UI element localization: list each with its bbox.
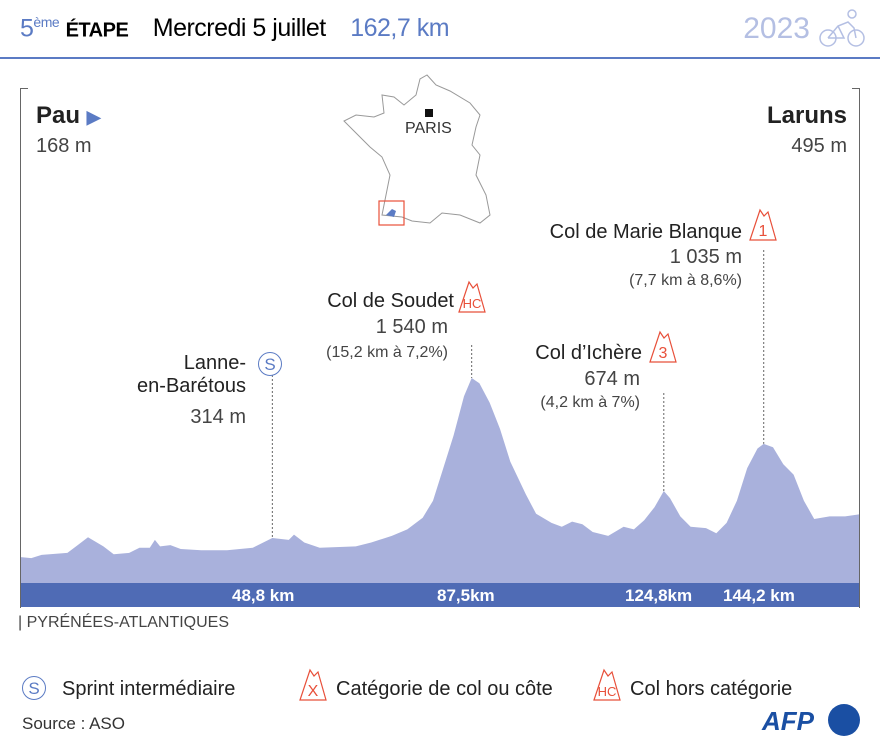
stage-date: Mercredi 5 juillet xyxy=(152,14,327,43)
km-bar xyxy=(21,583,859,607)
cyclist-icon xyxy=(819,9,865,47)
legend-category-icon: X xyxy=(299,668,327,701)
legend-hc-label: Col hors catégorie xyxy=(630,678,793,700)
finish-altitude: 495 m xyxy=(791,135,847,157)
climb-name: Col de Soudet xyxy=(327,290,454,312)
svg-text:1: 1 xyxy=(759,223,768,240)
climb-altitude: 1 540 m xyxy=(375,316,448,338)
region-label: | PYRÉNÉES-ATLANTIQUES xyxy=(18,614,230,631)
climb-name: Col d’Ichère xyxy=(535,342,642,364)
afp-logo-dot xyxy=(828,704,860,736)
climb-detail: (15,2 km à 7,2%) xyxy=(326,344,448,361)
legend-category-label: Catégorie de col ou côte xyxy=(336,678,553,700)
stage-header: 5ème ÉTAPE Mercredi 5 juillet 162,7 km xyxy=(20,14,450,43)
sprint-icon: S xyxy=(258,352,282,376)
header-divider xyxy=(0,57,880,59)
finish-city: Laruns xyxy=(766,102,847,129)
elevation-area xyxy=(21,378,859,583)
sprint-altitude: 314 m xyxy=(190,406,246,428)
map-city-paris: PARIS xyxy=(405,120,452,137)
year: 2023 xyxy=(743,12,810,45)
legend-sprint-icon: S xyxy=(22,676,46,700)
cat1-climb-icon: 1 xyxy=(749,208,777,241)
km-marker: 48,8 km xyxy=(232,586,295,605)
climb-altitude: 1 035 m xyxy=(669,246,742,268)
stage-distance: 162,7 km xyxy=(350,14,450,43)
france-map xyxy=(343,74,491,226)
climb-detail: (7,7 km à 8,6%) xyxy=(629,272,742,289)
climb-detail: (4,2 km à 7%) xyxy=(540,394,640,411)
profile-chart xyxy=(21,250,859,607)
legend-sprint-label: Sprint intermédiaire xyxy=(62,678,236,700)
climb-name: Col de Marie Blanque xyxy=(549,221,742,243)
climb-altitude: 674 m xyxy=(584,368,640,390)
source: Source : ASO xyxy=(22,714,125,733)
frame-corner xyxy=(20,88,28,89)
svg-text:HC: HC xyxy=(463,296,482,311)
sprint-name: Lanne-en-Barétous xyxy=(137,352,246,397)
svg-text:3: 3 xyxy=(659,345,668,362)
cat3-climb-icon: 3 xyxy=(649,330,677,363)
legend-hc-icon: HC xyxy=(593,668,621,701)
frame-left xyxy=(20,88,21,608)
stage-word: ÉTAPE xyxy=(65,19,129,42)
stage-sup: ème xyxy=(33,14,60,30)
hc-climb-icon: HC xyxy=(458,280,486,313)
svg-text:X: X xyxy=(308,683,319,700)
stage-number: 5 xyxy=(20,14,34,43)
km-marker: 87,5km xyxy=(437,586,495,605)
afp-logo: AFP xyxy=(762,706,814,736)
km-marker: 144,2 km xyxy=(723,586,795,605)
km-marker: 124,8km xyxy=(625,586,693,605)
frame-right xyxy=(859,88,860,608)
start-altitude: 168 m xyxy=(36,135,92,157)
svg-text:HC: HC xyxy=(598,684,617,699)
start-city: Pau ▶ xyxy=(36,102,101,129)
frame-corner xyxy=(852,88,860,89)
